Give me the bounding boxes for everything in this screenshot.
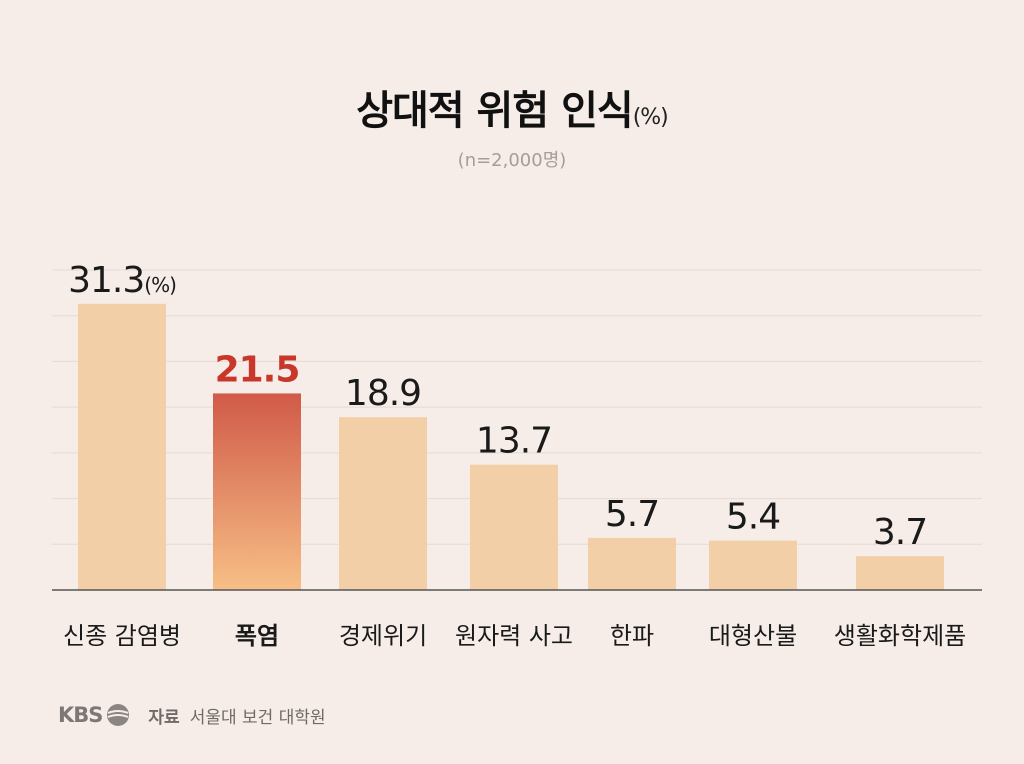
bar bbox=[856, 556, 944, 590]
value-label: 13.7 bbox=[476, 421, 552, 462]
value-label: 21.5 bbox=[215, 349, 300, 390]
value-label: 3.7 bbox=[873, 512, 927, 553]
category-label: 한파 bbox=[610, 622, 654, 650]
kbs-logo: KBS bbox=[58, 703, 130, 727]
category-label: 생활화학제품 bbox=[834, 622, 966, 650]
category-label: 대형산불 bbox=[709, 622, 797, 650]
chart-title-text: 상대적 위험 인식 bbox=[356, 88, 633, 134]
grid-lines bbox=[52, 269, 982, 545]
category-label: 신종 감염병 bbox=[63, 622, 181, 650]
bars bbox=[78, 303, 944, 590]
category-label: 원자력 사고 bbox=[455, 622, 573, 650]
source-text: 서울대 보건 대학원 bbox=[189, 707, 326, 728]
value-label: 5.7 bbox=[605, 494, 659, 535]
footer: KBS 자료 서울대 보건 대학원 bbox=[58, 700, 326, 730]
bar bbox=[339, 417, 427, 590]
chart-subtitle: (n=2,000명) bbox=[457, 150, 567, 171]
value-label: 31.3(%) bbox=[68, 260, 176, 301]
bar bbox=[709, 540, 797, 590]
category-label: 폭염 bbox=[235, 622, 279, 650]
value-label: 18.9 bbox=[345, 373, 421, 414]
bar bbox=[78, 303, 166, 590]
bar bbox=[588, 537, 676, 590]
category-labels: 신종 감염병 폭염 경제위기 원자력 사고 한파 대형산불 생활화학제품 bbox=[63, 622, 966, 650]
kbs-logo-icon bbox=[107, 704, 130, 726]
bar bbox=[213, 393, 301, 590]
kbs-logo-text: KBS bbox=[58, 703, 103, 727]
chart-title-unit: (%) bbox=[632, 105, 669, 130]
source-label: 자료 bbox=[148, 707, 180, 728]
chart-title: 상대적 위험 인식(%) bbox=[0, 78, 1024, 136]
category-label: 경제위기 bbox=[339, 622, 427, 650]
value-label: 5.4 bbox=[726, 497, 780, 538]
bar bbox=[470, 464, 558, 590]
value-label-unit: (%) bbox=[144, 273, 176, 297]
